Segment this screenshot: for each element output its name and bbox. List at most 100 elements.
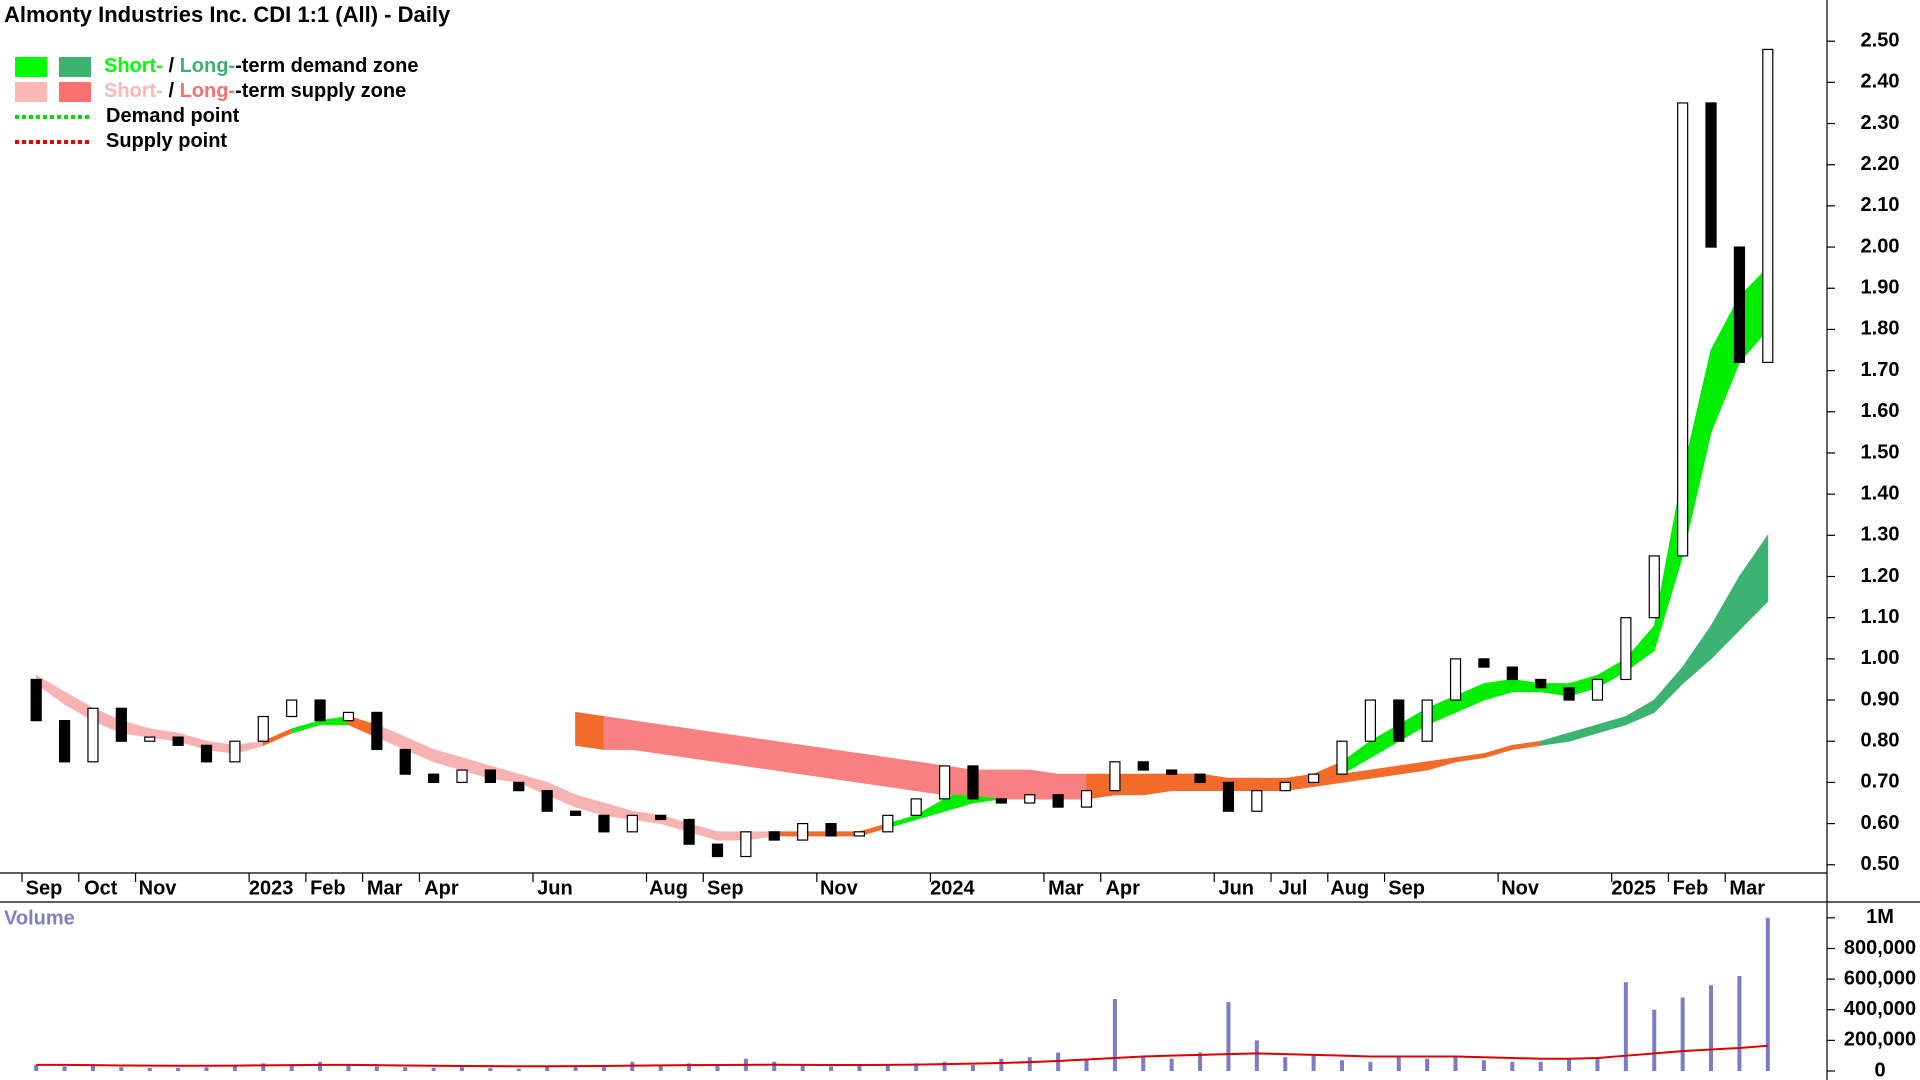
x-tick-label: Nov xyxy=(139,877,178,899)
volume-bar xyxy=(1567,1058,1572,1071)
x-tick-label: 2023 xyxy=(249,877,294,899)
legend-text: Long- xyxy=(180,80,236,102)
candle xyxy=(513,781,525,792)
candle xyxy=(1506,666,1518,681)
volume-bar xyxy=(516,1068,521,1071)
y-tick-label: 1.40 xyxy=(1861,482,1900,504)
legend-text: / xyxy=(163,80,180,102)
y-tick-label: 200,000 xyxy=(1844,1029,1916,1051)
y-tick-label: 1.10 xyxy=(1861,606,1900,628)
zone-band xyxy=(433,748,463,771)
volume-bar xyxy=(1084,1058,1089,1071)
candle xyxy=(711,843,724,858)
volume-bar xyxy=(1340,1060,1344,1071)
candle xyxy=(1109,761,1121,792)
zone-band xyxy=(717,732,747,767)
volume-bar xyxy=(460,1067,464,1071)
legend-swatch xyxy=(59,57,91,77)
zone-band xyxy=(802,744,832,779)
candle xyxy=(910,798,922,816)
zone-band xyxy=(1625,699,1655,726)
volume-bar xyxy=(601,1065,606,1071)
candle xyxy=(825,822,837,837)
candle xyxy=(1677,102,1689,557)
zone-band xyxy=(745,736,775,771)
zone-band xyxy=(1369,765,1400,779)
volume-bar xyxy=(1595,1057,1600,1071)
candle xyxy=(229,740,241,763)
y-tick-label: 2.10 xyxy=(1861,194,1900,216)
candle xyxy=(967,765,979,800)
x-tick-label: Nov xyxy=(1501,877,1540,899)
zone-band xyxy=(1483,678,1513,701)
legend-text: -term supply zone xyxy=(235,80,406,102)
volume-bar xyxy=(800,1064,805,1071)
candle xyxy=(626,814,638,833)
candle xyxy=(257,715,269,742)
zone-band xyxy=(773,740,804,775)
candle xyxy=(1421,699,1433,742)
candle xyxy=(314,699,326,722)
zone-band xyxy=(1483,744,1513,759)
volume-bar xyxy=(346,1064,351,1071)
y-tick-label: 0.60 xyxy=(1861,812,1900,834)
candle xyxy=(371,711,383,751)
volume-bar xyxy=(403,1067,408,1071)
zone-band xyxy=(1426,757,1456,771)
candle xyxy=(286,699,298,718)
volume-bar xyxy=(147,1067,152,1071)
volume-bar xyxy=(1709,985,1714,1071)
candle xyxy=(144,736,156,742)
volume-bar xyxy=(1425,1058,1430,1071)
candle xyxy=(87,707,99,763)
volume-bar xyxy=(232,1066,237,1071)
volume-bar xyxy=(885,1064,890,1071)
volume-bar xyxy=(204,1067,209,1071)
legend-text: Supply point xyxy=(106,130,227,152)
volume-title: Volume xyxy=(4,907,75,929)
y-tick-label: 800,000 xyxy=(1844,937,1916,959)
zone-band xyxy=(887,757,917,792)
zone-band xyxy=(1653,666,1684,714)
x-tick-label: Sep xyxy=(26,877,63,899)
candle xyxy=(938,765,951,800)
candle xyxy=(1620,617,1632,681)
volume-bar xyxy=(62,1066,67,1071)
y-tick-label: 0.50 xyxy=(1861,853,1900,875)
volume-bar xyxy=(545,1066,550,1071)
zone-band xyxy=(1540,732,1570,746)
legend-label: Short- / Long--term demand zone xyxy=(104,55,418,77)
candle xyxy=(30,678,42,722)
volume-bar xyxy=(1481,1060,1486,1071)
candle xyxy=(1137,761,1149,771)
y-tick-label: 2.50 xyxy=(1861,29,1900,51)
y-tick-label: 2.30 xyxy=(1861,112,1900,134)
x-tick-label: Mar xyxy=(1048,877,1084,899)
volume-bar xyxy=(1510,1061,1515,1071)
volume-bar xyxy=(1198,1052,1203,1071)
volume-bar xyxy=(1680,997,1685,1071)
legend-text: Short- xyxy=(104,55,163,77)
zone-band xyxy=(688,728,718,763)
candle xyxy=(428,773,440,784)
y-tick-label: 1.70 xyxy=(1861,359,1900,381)
zone-band xyxy=(631,720,662,755)
y-tick-label: 600,000 xyxy=(1844,967,1916,989)
x-tick-label: Jun xyxy=(537,877,573,899)
zone-band xyxy=(291,720,321,734)
candle xyxy=(768,831,780,841)
volume-bar xyxy=(857,1065,862,1071)
candle xyxy=(1535,678,1547,689)
x-tick-label: Aug xyxy=(1330,877,1369,899)
volume-bar xyxy=(715,1064,720,1071)
volume-bar xyxy=(1396,1057,1401,1071)
y-tick-label: 2.20 xyxy=(1861,153,1900,175)
zone-band xyxy=(1597,715,1627,734)
candle xyxy=(1194,773,1206,784)
candle xyxy=(342,711,355,722)
volume-bar xyxy=(1538,1061,1543,1071)
volume-bar xyxy=(772,1061,777,1071)
volume-bar xyxy=(687,1063,692,1071)
volume-bar xyxy=(90,1065,95,1071)
candle xyxy=(1024,794,1036,804)
